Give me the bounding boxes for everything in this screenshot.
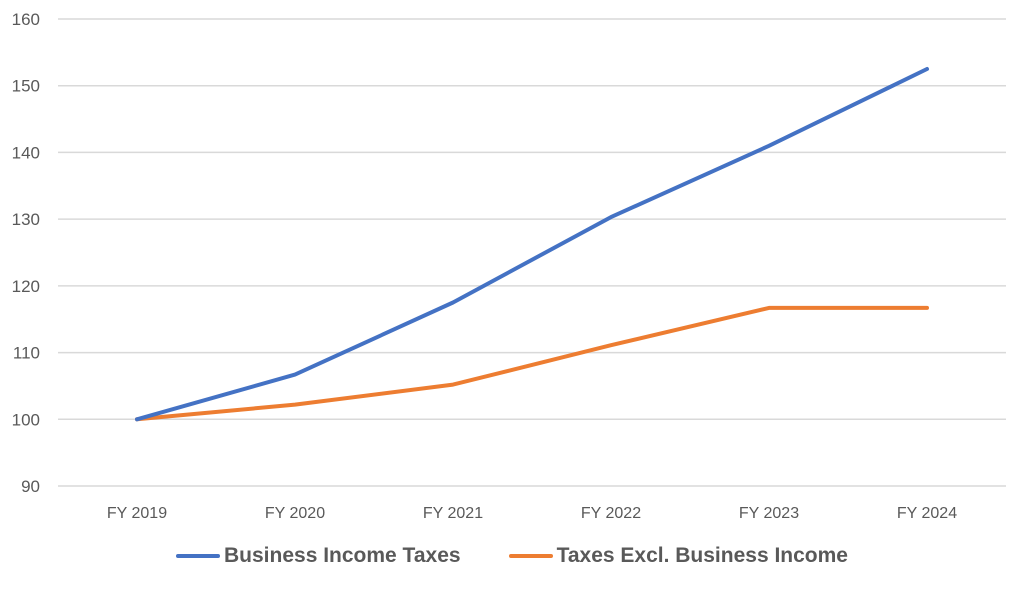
gridlines — [58, 18, 1006, 487]
x-tick-label: FY 2023 — [739, 505, 799, 522]
x-axis-ticks: FY 2019 FY 2020 FY 2021 FY 2022 FY 2023 FY 20… — [107, 505, 957, 522]
y-axis-ticks: 90 100 110 120 130 140 150 160 — [12, 10, 40, 496]
x-tick-label: FY 2019 — [107, 505, 167, 522]
y-tick-label: 150 — [12, 77, 40, 96]
legend: Business Income Taxes Taxes Excl. Busine… — [0, 544, 1024, 568]
y-tick-label: 120 — [12, 277, 40, 296]
legend-item-taxes-excl-business-income: Taxes Excl. Business Income — [508, 544, 848, 568]
y-tick-label: 100 — [12, 410, 40, 429]
legend-swatch-blue — [176, 554, 220, 558]
x-tick-label: FY 2022 — [581, 505, 641, 522]
legend-swatch-orange — [508, 554, 553, 558]
data-series — [135, 67, 929, 422]
x-tick-label: FY 2021 — [423, 505, 483, 522]
y-tick-label: 160 — [12, 10, 40, 29]
series-line — [135, 67, 929, 422]
legend-label: Business Income Taxes — [224, 544, 461, 567]
x-tick-label: FY 2020 — [265, 505, 325, 522]
legend-item-business-income-taxes: Business Income Taxes — [176, 544, 461, 568]
x-tick-label: FY 2024 — [897, 505, 957, 522]
y-tick-label: 130 — [12, 210, 40, 229]
y-tick-label: 90 — [21, 477, 40, 496]
y-tick-label: 110 — [13, 344, 40, 363]
series-line — [135, 305, 929, 422]
y-tick-label: 140 — [12, 143, 40, 162]
legend-label: Taxes Excl. Business Income — [556, 544, 848, 567]
